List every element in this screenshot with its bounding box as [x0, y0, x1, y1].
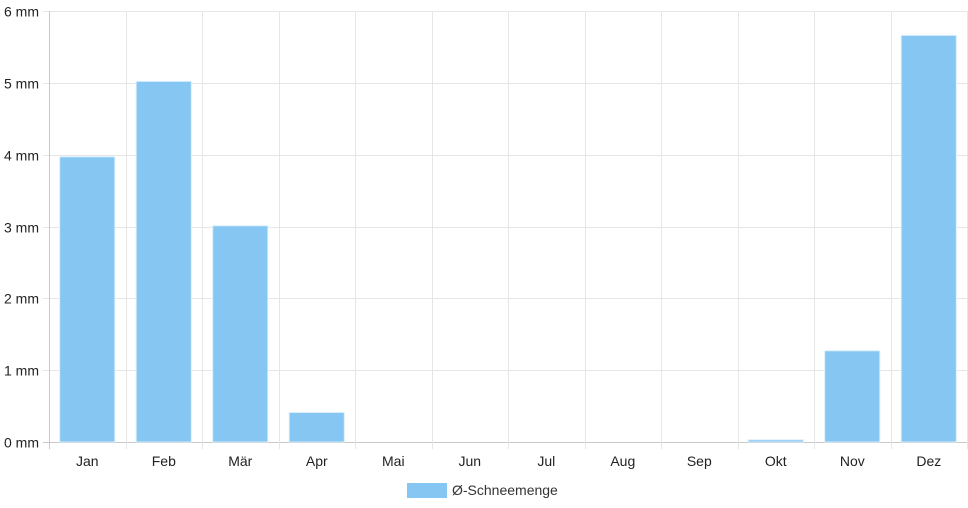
legend-swatch	[407, 483, 447, 498]
x-axis-ticks: Jan Feb Mär Apr Mai Jun Jul Aug Sep Okt Nov Dez	[76, 453, 941, 469]
y-tick-label: 4 mm	[4, 148, 39, 164]
y-tick-label: 3 mm	[4, 220, 39, 236]
x-tick-label: Apr	[306, 453, 328, 469]
x-tick-label: Jan	[76, 453, 99, 469]
x-tick-label: Aug	[610, 453, 635, 469]
y-tick-label: 0 mm	[4, 435, 39, 451]
x-tick-label: Jun	[459, 453, 482, 469]
bars	[59, 34, 957, 443]
x-tick-label: Mär	[228, 453, 252, 469]
bar-dez[interactable]	[900, 34, 957, 443]
y-tick-label: 6 mm	[4, 4, 39, 20]
legend-label: Ø-Schneemenge	[452, 482, 558, 498]
x-tick-label: Feb	[152, 453, 176, 469]
bar-okt[interactable]	[747, 439, 804, 443]
bar-feb[interactable]	[135, 80, 192, 443]
bar-mär[interactable]	[212, 225, 269, 443]
bar-nov[interactable]	[824, 350, 881, 443]
x-tick-label: Okt	[765, 453, 787, 469]
y-axis-ticks: 0 mm 1 mm 2 mm 3 mm 4 mm 5 mm 6 mm	[4, 4, 39, 451]
grid-lines	[43, 11, 968, 449]
x-tick-label: Mai	[382, 453, 405, 469]
x-tick-label: Jul	[537, 453, 555, 469]
legend[interactable]: Ø-Schneemenge	[407, 482, 558, 498]
x-tick-label: Sep	[687, 453, 712, 469]
bar-apr[interactable]	[288, 412, 345, 443]
y-tick-label: 2 mm	[4, 291, 39, 307]
x-tick-label: Nov	[840, 453, 865, 469]
y-tick-label: 5 mm	[4, 76, 39, 92]
x-tick-label: Dez	[916, 453, 941, 469]
bar-jan[interactable]	[59, 156, 116, 443]
y-tick-label: 1 mm	[4, 363, 39, 379]
